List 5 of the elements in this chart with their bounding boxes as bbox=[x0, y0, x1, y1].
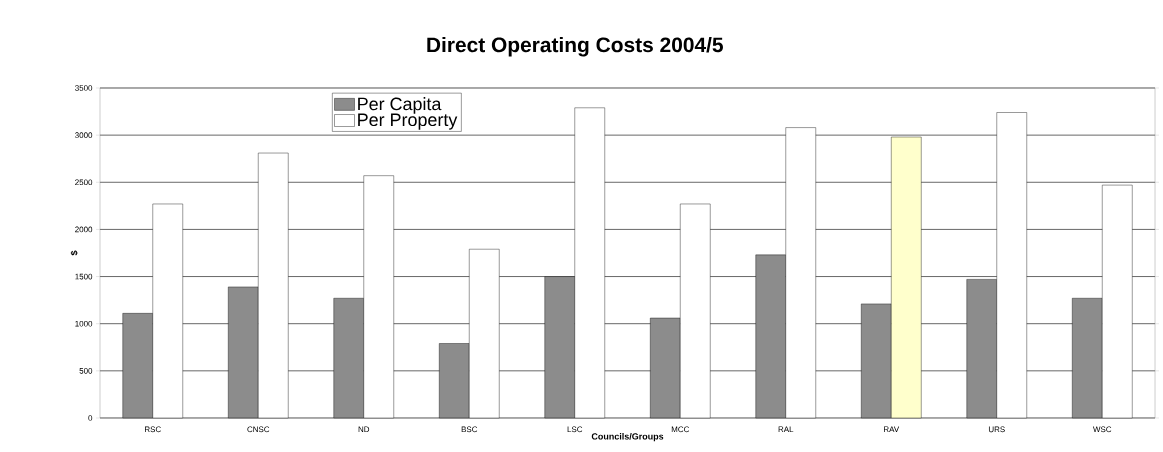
x-axis-title: Councils/Groups bbox=[591, 432, 664, 442]
legend-label: Per Capita bbox=[358, 97, 442, 114]
chart-title: Direct Operating Costs 2004/5 bbox=[427, 36, 723, 57]
y-axis-title: $ bbox=[70, 250, 78, 256]
legend-label: Per Property bbox=[358, 113, 458, 130]
